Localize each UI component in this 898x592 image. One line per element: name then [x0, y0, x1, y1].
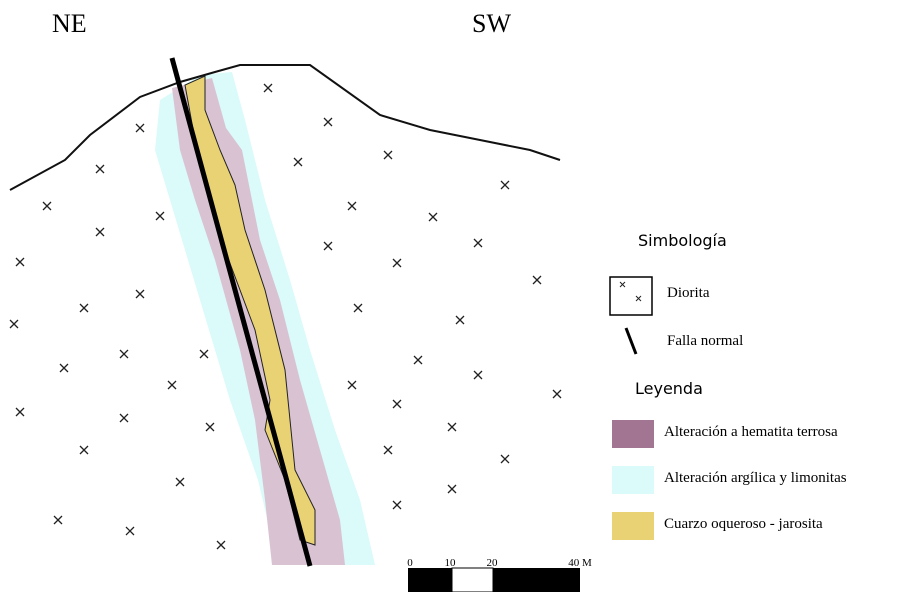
symbol-label: Diorita	[667, 285, 710, 301]
diorite-x	[323, 117, 333, 127]
diorite-x	[15, 407, 25, 417]
diorite-x	[263, 83, 273, 93]
diorite-x	[347, 380, 357, 390]
fault-swatch	[624, 327, 638, 355]
diorite-x	[199, 349, 209, 359]
diorite-x	[447, 484, 457, 494]
diorite-x	[323, 241, 333, 251]
legend-items: Alteración a hematita terrosa Alteración …	[612, 420, 847, 540]
diorite-x	[413, 355, 423, 365]
diorite-x	[53, 515, 63, 525]
diorite-x	[383, 445, 393, 455]
diorite-x	[447, 422, 457, 432]
scale-segment	[493, 568, 580, 592]
diorite-x	[392, 399, 402, 409]
ne-label: NE	[52, 9, 87, 38]
diorite-x	[125, 526, 135, 536]
diorite-x	[95, 164, 105, 174]
diorite-x	[79, 303, 89, 313]
legend-swatch	[612, 512, 654, 540]
diorite-swatch-x	[619, 281, 642, 302]
diorite-x	[428, 212, 438, 222]
diorite-x	[79, 445, 89, 455]
diorite-x	[500, 454, 510, 464]
symbol-label: Falla normal	[667, 333, 743, 349]
sw-label: SW	[472, 9, 511, 38]
legend-label: Alteración argílica y limonitas	[664, 470, 847, 486]
diorite-x	[473, 238, 483, 248]
legend-title: Leyenda	[635, 379, 703, 398]
diorite-x	[9, 319, 19, 329]
legend-swatch	[612, 466, 654, 494]
diorite-swatch	[609, 276, 653, 316]
legend-swatch	[612, 420, 654, 448]
fault-line	[169, 57, 313, 567]
diorite-x	[473, 370, 483, 380]
diorite-x	[175, 477, 185, 487]
diorite-x	[95, 227, 105, 237]
diorite-x	[552, 389, 562, 399]
diorite-x	[135, 123, 145, 133]
diorite-x	[167, 380, 177, 390]
diorite-x	[119, 413, 129, 423]
diorite-x	[135, 289, 145, 299]
scale-segment	[408, 568, 452, 592]
diorite-x	[532, 275, 542, 285]
diorite-x	[383, 150, 393, 160]
diorite-x	[500, 180, 510, 190]
diorite-x	[392, 500, 402, 510]
diorite-x	[42, 201, 52, 211]
scale-label: 10	[445, 557, 457, 569]
diorite-x	[119, 349, 129, 359]
legend-label: Cuarzo oqueroso - jarosita	[664, 516, 823, 532]
quartz-zone	[184, 75, 316, 546]
topography	[9, 64, 561, 191]
scale-segment	[451, 567, 494, 592]
diorite-x	[353, 303, 363, 313]
diorite-x	[15, 257, 25, 267]
scale-label: 20	[487, 557, 499, 569]
diorite-x	[347, 201, 357, 211]
diorite-x	[205, 422, 215, 432]
scale-label: 0	[407, 557, 413, 569]
symbols-title: Simbología	[638, 231, 727, 250]
diorite-x	[392, 258, 402, 268]
diorite-x	[293, 157, 303, 167]
diorite-x	[59, 363, 69, 373]
legend-label: Alteración a hematita terrosa	[664, 424, 838, 440]
diorite-x	[216, 540, 226, 550]
diorite-x	[155, 211, 165, 221]
diorite-x	[455, 315, 465, 325]
scale-label: 40 M	[568, 557, 592, 569]
diorite-pattern	[9, 83, 562, 550]
